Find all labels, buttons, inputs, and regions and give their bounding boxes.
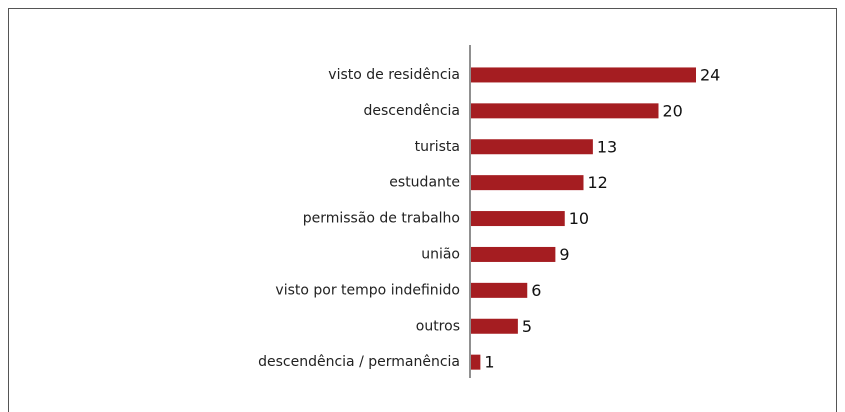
value-label: 9	[559, 245, 569, 264]
category-label: descendência	[363, 103, 460, 119]
value-label: 20	[663, 101, 683, 120]
value-label: 1	[484, 353, 494, 372]
frame	[8, 8, 837, 412]
category-label: permissão de trabalho	[303, 211, 460, 227]
value-label: 5	[522, 317, 532, 336]
value-label: 10	[569, 209, 589, 228]
bar	[471, 246, 556, 262]
category-label: outros	[416, 318, 460, 334]
value-label: 24	[700, 65, 720, 84]
category-label: visto de residência	[328, 67, 460, 83]
bar	[471, 67, 696, 83]
bar	[471, 282, 528, 298]
category-label: turista	[415, 139, 460, 155]
bar	[471, 103, 659, 119]
bar	[471, 354, 481, 370]
bar	[471, 211, 565, 227]
category-label: visto por tempo indefinido	[275, 282, 460, 298]
plot-area: visto de residência 24 descendência 20 turis…	[258, 45, 720, 378]
value-label: 6	[531, 281, 541, 300]
value-label: 12	[588, 173, 608, 192]
bar	[471, 318, 518, 334]
category-label: união	[421, 246, 460, 262]
category-label: estudante	[389, 175, 460, 191]
value-label: 13	[597, 137, 617, 156]
bar	[471, 139, 593, 155]
bar	[471, 175, 584, 191]
category-label: descendência / permanência	[258, 354, 460, 370]
